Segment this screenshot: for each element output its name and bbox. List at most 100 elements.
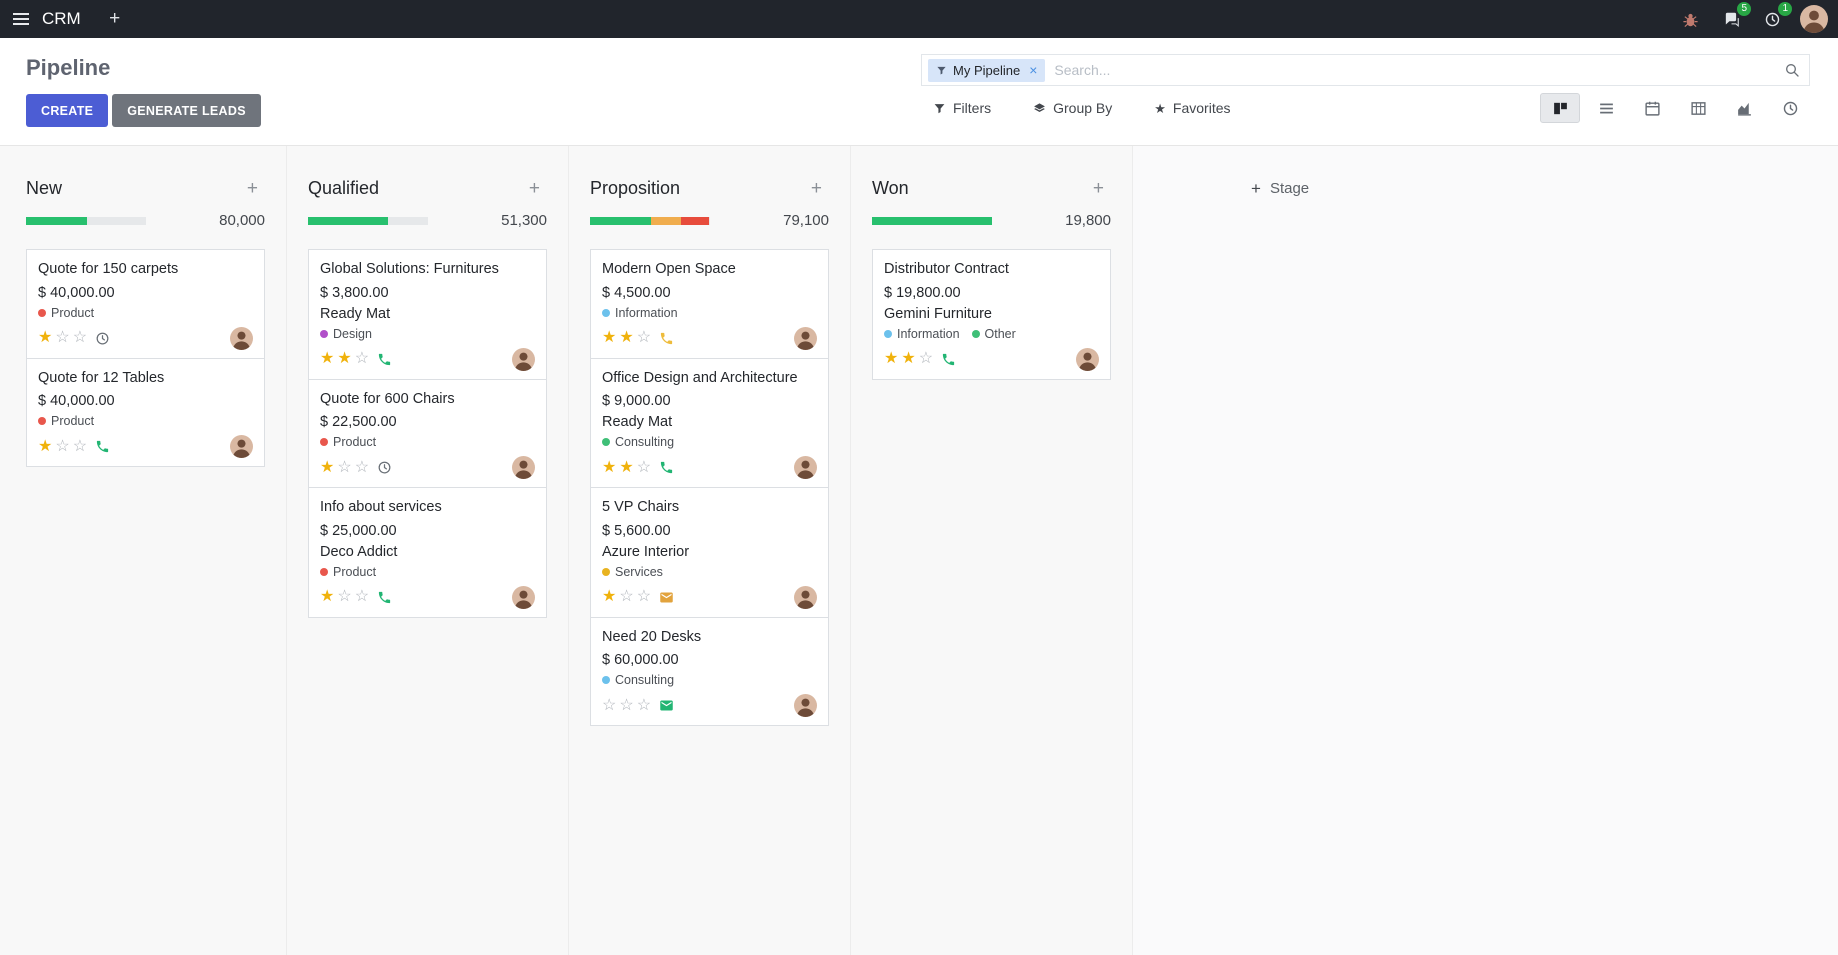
card-tags: Information (602, 306, 817, 320)
priority-stars[interactable]: ★★☆ (884, 350, 937, 368)
group-by-button[interactable]: Group By (1033, 100, 1112, 116)
kanban-card[interactable]: Need 20 Desks $ 60,000.00 Consulting ☆☆☆ (590, 616, 829, 727)
priority-stars[interactable]: ★★☆ (320, 350, 373, 368)
activity-view-icon[interactable] (1770, 93, 1810, 123)
facet-remove-icon[interactable]: × (1029, 62, 1038, 78)
pivot-view-icon[interactable] (1678, 93, 1718, 123)
tag-color-dot (971, 329, 980, 338)
search-icon[interactable] (1784, 62, 1800, 78)
tag: Design (320, 327, 372, 341)
tag-label: Product (333, 564, 377, 579)
column-title[interactable]: Qualified (308, 178, 380, 198)
search-input[interactable] (1045, 62, 1784, 78)
avatar[interactable] (794, 456, 817, 479)
tag-color-dot (320, 438, 328, 447)
kanban-card[interactable]: Distributor Contract $ 19,800.00 Gemini … (872, 249, 1111, 380)
add-stage-button[interactable]: + Stage (1251, 180, 1309, 197)
phone-icon[interactable] (659, 460, 674, 475)
search-facet: My Pipeline × (928, 58, 1046, 82)
priority-stars[interactable]: ★☆☆ (602, 588, 655, 606)
kanban-card[interactable]: Global Solutions: Furnitures $ 3,800.00 … (308, 249, 547, 380)
filters-button[interactable]: Filters (933, 100, 991, 116)
card-title: Info about services (320, 499, 442, 516)
column-add-record-icon[interactable]: + (1092, 178, 1104, 199)
messages-icon[interactable]: 5 (1718, 2, 1751, 32)
phone-icon[interactable] (659, 331, 674, 346)
tag-label: Consulting (615, 435, 675, 450)
envelope-icon[interactable] (659, 698, 674, 713)
tag: Consulting (602, 435, 674, 449)
phone-icon[interactable] (377, 590, 392, 605)
generate-leads-button[interactable]: GENERATE LEADS (112, 94, 261, 127)
user-avatar[interactable] (1800, 5, 1828, 33)
create-button[interactable]: CREATE (26, 94, 109, 127)
quick-create-plus-icon[interactable]: + (109, 8, 121, 29)
debug-bug-icon[interactable] (1677, 6, 1703, 32)
kanban-view-icon[interactable] (1540, 93, 1580, 123)
app-brand[interactable]: CRM (42, 9, 81, 28)
column-progressbar[interactable] (872, 216, 992, 225)
clock-icon[interactable] (377, 460, 392, 475)
priority-stars[interactable]: ★☆☆ (38, 437, 91, 455)
control-panel: Pipeline CREATE GENERATE LEADS My Pipeli… (0, 38, 1838, 145)
avatar[interactable] (512, 348, 535, 371)
priority-stars[interactable]: ★★☆ (602, 458, 655, 476)
search-bar[interactable]: My Pipeline × (921, 54, 1810, 86)
calendar-view-icon[interactable] (1632, 93, 1672, 123)
kanban-card[interactable]: 5 VP Chairs $ 5,600.00 Azure Interior Se… (590, 487, 829, 618)
column-title[interactable]: Won (872, 178, 909, 198)
card-title: Quote for 600 Chairs (320, 390, 455, 407)
column-progressbar[interactable] (26, 216, 146, 225)
kanban-card[interactable]: Office Design and Architecture $ 9,000.0… (590, 357, 829, 489)
kanban-card[interactable]: Quote for 150 carpets $ 40,000.00 Produc… (26, 249, 265, 359)
top-navbar: CRM + 5 1 (0, 0, 1838, 38)
avatar[interactable] (512, 586, 535, 609)
graph-view-icon[interactable] (1724, 93, 1764, 123)
card-partner: Ready Mat (602, 414, 673, 431)
kanban-card[interactable]: Info about services $ 25,000.00 Deco Add… (308, 487, 547, 618)
column-progressbar[interactable] (590, 216, 710, 225)
phone-icon[interactable] (377, 352, 392, 367)
priority-stars[interactable]: ★★☆ (602, 329, 655, 347)
column-add-record-icon[interactable]: + (810, 178, 822, 199)
priority-stars[interactable]: ☆☆☆ (602, 696, 655, 714)
kanban-card[interactable]: Quote for 600 Chairs $ 22,500.00 Product… (308, 378, 547, 489)
card-tags: Product (38, 414, 253, 428)
column-add-record-icon[interactable]: + (528, 178, 540, 199)
avatar[interactable] (1076, 348, 1099, 371)
kanban-column-won: Won + 19,800 Distributor Contract $ 19,8… (851, 146, 1133, 955)
column-progressbar[interactable] (308, 216, 428, 225)
avatar[interactable] (512, 456, 535, 479)
envelope-icon[interactable] (659, 590, 674, 605)
tag: Product (320, 565, 376, 579)
kanban-card[interactable]: Modern Open Space $ 4,500.00 Information… (590, 249, 829, 359)
tag-label: Product (333, 435, 377, 450)
list-view-icon[interactable] (1586, 93, 1626, 123)
search-facet-label: My Pipeline (953, 62, 1021, 78)
column-total: 80,000 (219, 212, 265, 229)
apps-menu-icon[interactable] (0, 0, 42, 38)
priority-stars[interactable]: ★☆☆ (38, 329, 91, 347)
avatar[interactable] (794, 327, 817, 350)
phone-icon[interactable] (941, 352, 956, 367)
card-title: Quote for 150 carpets (38, 261, 179, 277)
favorites-button[interactable]: ★ Favorites (1154, 100, 1231, 116)
priority-stars[interactable]: ★☆☆ (320, 458, 373, 476)
progress-segment (590, 216, 651, 225)
activities-clock-icon[interactable]: 1 (1759, 2, 1792, 32)
kanban-card[interactable]: Quote for 12 Tables $ 40,000.00 Product … (26, 357, 265, 468)
card-amount: $ 9,000.00 (602, 393, 671, 410)
tag: Product (38, 306, 94, 320)
avatar[interactable] (230, 327, 253, 350)
avatar[interactable] (794, 586, 817, 609)
phone-icon[interactable] (95, 439, 110, 454)
priority-stars[interactable]: ★☆☆ (320, 588, 373, 606)
column-add-record-icon[interactable]: + (246, 178, 258, 199)
clock-icon[interactable] (95, 331, 110, 346)
column-title[interactable]: Proposition (590, 178, 681, 198)
avatar[interactable] (230, 435, 253, 458)
tag-color-dot (884, 329, 892, 338)
column-title[interactable]: New (26, 178, 63, 198)
avatar[interactable] (794, 694, 817, 717)
card-title: Office Design and Architecture (602, 369, 798, 386)
